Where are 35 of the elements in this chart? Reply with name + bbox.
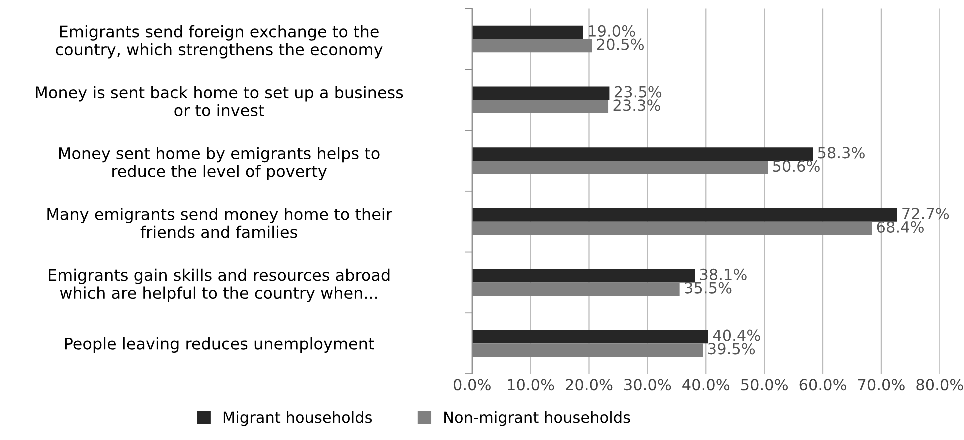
- data-label: 39.5%: [708, 343, 756, 355]
- data-label: 38.1%: [700, 268, 747, 280]
- data-label: 40.4%: [713, 330, 760, 342]
- data-label: 23.5%: [614, 86, 662, 98]
- legend-label: Non-migrant households: [444, 411, 630, 426]
- bar: [472, 26, 584, 40]
- bar: [472, 330, 708, 344]
- y-tick-label: Money sent home by emigrants helps to reduce the level of poverty: [59, 147, 380, 181]
- data-label: 68.4%: [877, 221, 924, 233]
- bar: [472, 86, 610, 100]
- data-label: 35.5%: [685, 282, 732, 294]
- x-tick-label: 60.0%: [800, 379, 846, 391]
- data-label: 19.0%: [589, 25, 636, 37]
- y-tick-label: Many emigrants send money home to their friends and families: [48, 208, 392, 238]
- y-tick-label: Money is sent back home to set up a business or to invest: [36, 86, 404, 117]
- y-tick-label: Emigrants send foreign exchange to the country, which strengthens the economy: [56, 25, 383, 59]
- x-tick-label: 20.0%: [566, 379, 613, 391]
- data-label: 23.3%: [614, 100, 660, 112]
- x-tick-label: 10.0%: [508, 379, 554, 391]
- data-label: 50.6%: [773, 160, 820, 172]
- x-tick-label: 0.0%: [454, 379, 491, 391]
- x-tick-label: 30.0%: [624, 379, 672, 391]
- bar: [472, 148, 814, 161]
- y-tick-label: People leaving reduces unemployment: [65, 338, 374, 353]
- bar: [472, 269, 696, 283]
- x-tick-label: 80.0%: [916, 379, 964, 391]
- data-label: 20.5%: [597, 38, 644, 50]
- data-label: 58.3%: [818, 147, 865, 159]
- x-tick-label: 50.0%: [741, 379, 788, 391]
- data-label: 72.7%: [902, 208, 950, 220]
- bar: [472, 208, 898, 222]
- y-tick-label: Emigrants gain skills and resources abroad which are helpful to the country when...: [49, 268, 390, 302]
- legend-label: Migrant households: [224, 411, 372, 426]
- x-tick-label: 40.0%: [682, 379, 730, 391]
- x-tick-label: 70.0%: [858, 379, 905, 391]
